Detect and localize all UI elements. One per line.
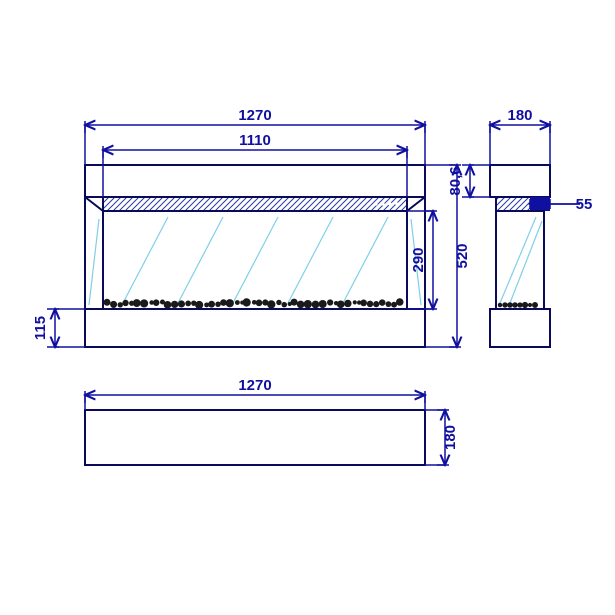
technical-drawing: 1270 1110 290 520 115 180 80,6 55 1270 180 <box>0 0 615 615</box>
ember-rock <box>297 301 305 309</box>
ember-rock <box>178 300 185 307</box>
ember-rock <box>373 301 379 307</box>
ember-rock <box>256 300 263 307</box>
ember-rock <box>276 300 281 305</box>
ember-rock <box>118 302 123 307</box>
top-view <box>85 410 425 465</box>
control-dot <box>388 202 391 205</box>
ember-rock <box>104 299 111 306</box>
ember-rock <box>532 302 538 308</box>
ember-rock <box>226 299 234 307</box>
ember-rock <box>498 303 502 307</box>
ember-rock <box>208 301 215 308</box>
front-hatched-vent <box>103 197 407 211</box>
ember-rock <box>242 298 250 306</box>
ember-rock <box>267 300 275 308</box>
dim-top-h-label: 180 <box>442 425 459 450</box>
ember-rock <box>327 299 333 305</box>
ember-rock <box>528 303 532 307</box>
dim-base-h-label: 115 <box>32 316 49 340</box>
control-dot <box>374 202 377 205</box>
control-dot <box>381 202 384 205</box>
dim-front-glass-h-label: 290 <box>410 247 427 272</box>
ember-rock <box>512 302 518 308</box>
ember-rock <box>171 301 178 308</box>
ember-rock <box>344 300 351 307</box>
ember-rock <box>281 302 287 308</box>
dim-front-inner-w-label: 1110 <box>239 132 271 149</box>
ember-rock <box>312 301 320 309</box>
ember-rock <box>522 302 528 308</box>
ember-rock <box>360 300 367 307</box>
ember-rock <box>164 301 172 309</box>
ember-rock <box>140 299 148 307</box>
dim-side-inset-label: 55 <box>576 196 593 213</box>
ember-rock <box>122 300 128 306</box>
ember-rock <box>110 301 117 308</box>
ember-rock <box>379 299 385 305</box>
ember-rock <box>133 299 141 307</box>
ember-rock <box>153 299 160 306</box>
ember-rock <box>367 301 373 307</box>
ember-rock <box>386 301 392 307</box>
ember-rock <box>185 301 191 307</box>
ember-rock <box>353 300 357 304</box>
ember-rock <box>337 300 345 308</box>
front-base <box>85 309 425 347</box>
ember-rock <box>517 302 522 307</box>
ember-rock <box>396 298 404 306</box>
dim-side-w-label: 180 <box>507 107 532 124</box>
ember-rock <box>235 300 240 305</box>
ember-rock <box>215 301 221 307</box>
front-left-wing <box>85 197 103 309</box>
ember-rock <box>319 300 327 308</box>
ember-rock <box>507 302 513 308</box>
front-top-shelf <box>85 165 425 197</box>
dim-side-top-label: 80,6 <box>447 166 464 195</box>
ember-rock <box>195 301 203 309</box>
ember-rock <box>502 302 507 307</box>
control-dot <box>367 202 370 205</box>
side-base <box>490 309 550 347</box>
ember-rock <box>291 299 298 306</box>
ember-rock <box>304 300 312 308</box>
dim-front-total-h-label: 520 <box>454 243 471 268</box>
side-top-shelf <box>490 165 550 197</box>
dim-front-total-w-label: 1270 <box>238 107 271 124</box>
control-dot <box>395 202 398 205</box>
dim-top-w-label: 1270 <box>238 377 271 394</box>
side-hatched <box>496 197 532 211</box>
